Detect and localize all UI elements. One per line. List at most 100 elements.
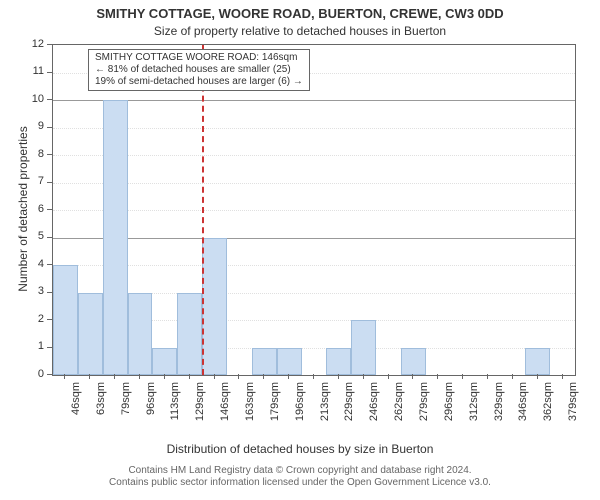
y-tick-label: 9: [24, 120, 44, 132]
y-gridline: [53, 128, 575, 129]
legend-line-1: ← 81% of detached houses are smaller (25…: [95, 64, 303, 76]
x-tick-label: 379sqm: [567, 382, 579, 442]
x-tick-label: 246sqm: [368, 382, 380, 442]
histogram-bar: [128, 293, 153, 376]
x-tick-mark: [313, 374, 314, 379]
y-tick-mark: [47, 374, 52, 375]
x-tick-label: 113sqm: [169, 382, 181, 442]
x-tick-label: 46sqm: [70, 382, 82, 442]
x-tick-mark: [164, 374, 165, 379]
y-tick-mark: [47, 319, 52, 320]
chart-title: SMITHY COTTAGE, WOORE ROAD, BUERTON, CRE…: [0, 6, 600, 21]
x-tick-mark: [114, 374, 115, 379]
y-tick-label: 2: [24, 313, 44, 325]
y-gridline: [53, 155, 575, 156]
legend-box: SMITHY COTTAGE WOORE ROAD: 146sqm← 81% o…: [88, 49, 310, 91]
x-tick-mark: [238, 374, 239, 379]
y-tick-mark: [47, 264, 52, 265]
y-gridline: [53, 210, 575, 211]
x-tick-label: 179sqm: [269, 382, 281, 442]
x-tick-mark: [139, 374, 140, 379]
histogram-bar: [351, 320, 376, 375]
x-tick-label: 213sqm: [319, 382, 331, 442]
x-tick-mark: [437, 374, 438, 379]
x-tick-label: 329sqm: [493, 382, 505, 442]
x-tick-mark: [89, 374, 90, 379]
x-tick-mark: [263, 374, 264, 379]
y-tick-label: 12: [24, 38, 44, 50]
x-tick-label: 262sqm: [393, 382, 405, 442]
x-tick-mark: [412, 374, 413, 379]
x-tick-label: 146sqm: [219, 382, 231, 442]
x-tick-label: 312sqm: [468, 382, 480, 442]
histogram-bar: [53, 265, 78, 375]
footer-line-2: Contains public sector information licen…: [0, 477, 600, 489]
x-tick-label: 362sqm: [542, 382, 554, 442]
histogram-bar: [103, 100, 128, 375]
x-tick-mark: [64, 374, 65, 379]
y-tick-label: 8: [24, 148, 44, 160]
y-tick-label: 1: [24, 340, 44, 352]
y-gridline: [53, 183, 575, 184]
x-tick-mark: [363, 374, 364, 379]
y-tick-mark: [47, 347, 52, 348]
y-tick-mark: [47, 237, 52, 238]
x-tick-mark: [288, 374, 289, 379]
x-tick-label: 296sqm: [443, 382, 455, 442]
x-tick-label: 129sqm: [194, 382, 206, 442]
chart-subtitle: Size of property relative to detached ho…: [0, 24, 600, 38]
x-tick-label: 63sqm: [95, 382, 107, 442]
reference-line: [202, 45, 204, 375]
x-tick-mark: [338, 374, 339, 379]
x-tick-mark: [562, 374, 563, 379]
x-tick-mark: [537, 374, 538, 379]
y-gridline: [53, 238, 575, 239]
y-gridline: [53, 100, 575, 101]
y-tick-label: 3: [24, 285, 44, 297]
y-tick-mark: [47, 44, 52, 45]
y-tick-mark: [47, 127, 52, 128]
y-tick-label: 6: [24, 203, 44, 215]
plot-area: [52, 44, 576, 376]
x-tick-mark: [189, 374, 190, 379]
x-tick-label: 229sqm: [343, 382, 355, 442]
x-tick-mark: [487, 374, 488, 379]
y-tick-label: 10: [24, 93, 44, 105]
x-axis-label: Distribution of detached houses by size …: [0, 442, 600, 456]
y-tick-label: 11: [24, 65, 44, 77]
x-tick-label: 196sqm: [294, 382, 306, 442]
footer-attribution: Contains HM Land Registry data © Crown c…: [0, 465, 600, 488]
x-tick-label: 163sqm: [244, 382, 256, 442]
x-tick-label: 279sqm: [418, 382, 430, 442]
y-tick-mark: [47, 182, 52, 183]
y-tick-mark: [47, 154, 52, 155]
y-tick-mark: [47, 209, 52, 210]
x-tick-mark: [462, 374, 463, 379]
legend-line-2: 19% of semi-detached houses are larger (…: [95, 76, 303, 88]
x-tick-mark: [388, 374, 389, 379]
y-tick-mark: [47, 99, 52, 100]
y-tick-label: 4: [24, 258, 44, 270]
x-tick-mark: [214, 374, 215, 379]
x-tick-label: 346sqm: [517, 382, 529, 442]
x-tick-label: 96sqm: [145, 382, 157, 442]
footer-line-1: Contains HM Land Registry data © Crown c…: [0, 465, 600, 477]
legend-line-0: SMITHY COTTAGE WOORE ROAD: 146sqm: [95, 52, 303, 64]
x-tick-label: 79sqm: [120, 382, 132, 442]
y-tick-label: 0: [24, 368, 44, 380]
y-tick-mark: [47, 72, 52, 73]
histogram-bar: [78, 293, 103, 376]
histogram-bar: [401, 348, 426, 376]
y-gridline: [53, 265, 575, 266]
histogram-bar: [177, 293, 202, 376]
histogram-bar: [152, 348, 177, 376]
y-tick-label: 7: [24, 175, 44, 187]
histogram-bar: [525, 348, 550, 376]
histogram-bar: [277, 348, 302, 376]
histogram-bar: [252, 348, 277, 376]
histogram-bar: [326, 348, 351, 376]
y-tick-mark: [47, 292, 52, 293]
y-tick-label: 5: [24, 230, 44, 242]
chart-container: { "title": { "text": "SMITHY COTTAGE, WO…: [0, 0, 600, 500]
x-tick-mark: [512, 374, 513, 379]
